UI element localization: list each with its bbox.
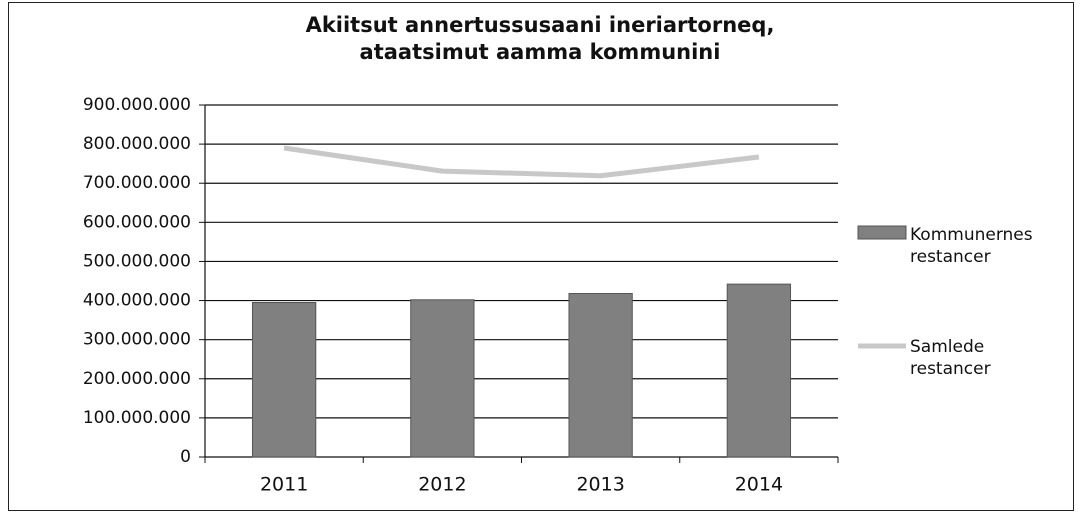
legend-swatch [857,225,907,240]
bar [410,299,475,458]
y-tick-label: 700.000.000 [83,173,191,193]
x-tick-label: 2014 [735,474,783,496]
bar [568,293,633,458]
x-tick-label: 2011 [260,474,308,496]
y-tick-label: 900.000.000 [83,95,191,115]
y-tick-label: 200.000.000 [83,369,191,389]
y-tick-label: 100.000.000 [83,408,191,428]
x-tick-label: 2013 [576,474,624,496]
x-tick-label: 2012 [418,474,466,496]
bar [726,283,792,458]
chart-frame [8,2,1074,511]
y-tick-label: 0 [180,447,191,467]
y-tick-label: 600.000.000 [83,212,191,232]
legend-label: Samlede restancer [910,337,991,379]
y-tick-label: 300.000.000 [83,330,191,350]
legend-label: Kommunernes restancer [910,225,1033,267]
bar [251,302,317,458]
chart-title: Akiitsut annertussusaani ineriartorneq, … [305,13,775,64]
y-tick-label: 400.000.000 [83,291,191,311]
line [283,145,760,179]
y-tick-label: 500.000.000 [83,251,191,271]
y-tick-label: 800.000.000 [83,134,191,154]
